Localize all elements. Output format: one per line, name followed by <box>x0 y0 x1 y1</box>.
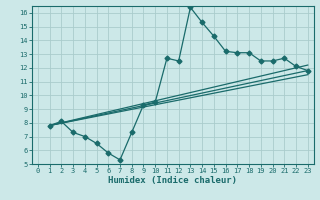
X-axis label: Humidex (Indice chaleur): Humidex (Indice chaleur) <box>108 176 237 185</box>
